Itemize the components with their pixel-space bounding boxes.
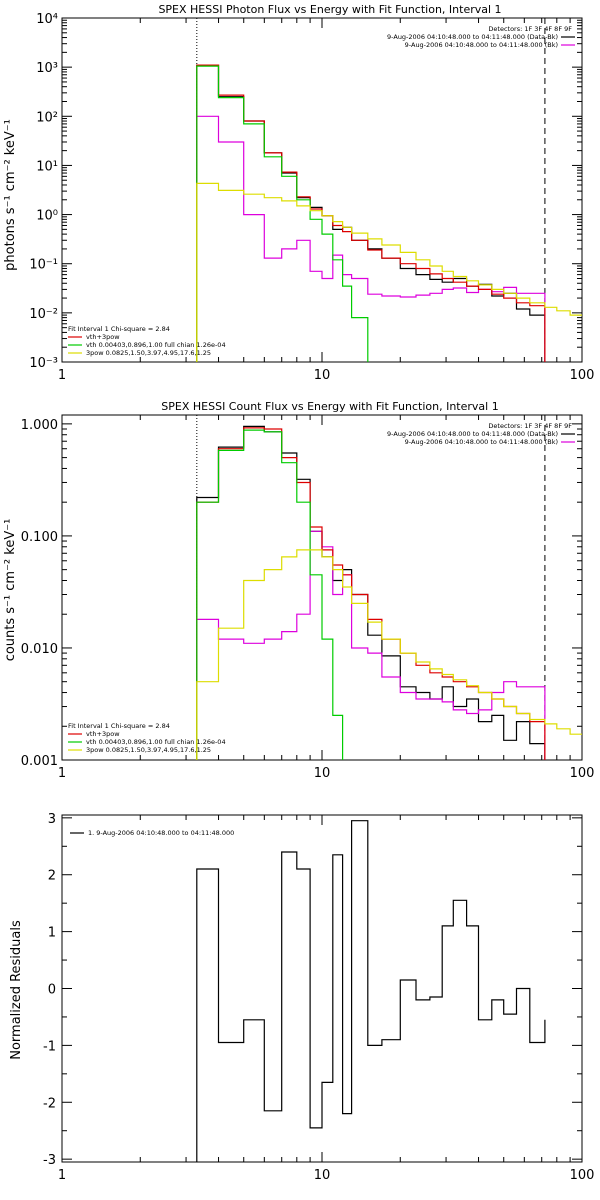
count-flux-legend-vth: vth 0.00403,0.896,1.00 full chian 1.26e-… (86, 738, 226, 746)
count-flux-x-tick-label: 10 (314, 766, 331, 781)
photon-flux-y-tick-label: 10⁻³ (29, 356, 58, 371)
photon-flux-legend-3pow: 3pow 0.0825,1.50,3.97,4.95,17.6,1.25 (86, 349, 211, 357)
count-flux-x-tick-label: 1 (58, 766, 66, 781)
count-flux-legend-bottom-left: Fit Interval 1 Chi-square = 2.84 vth+3po… (68, 722, 226, 754)
residuals-y-label: Normalized Residuals (9, 920, 24, 1060)
count-flux-series-3pow (196, 549, 582, 760)
count-flux-y-tick-label: 0.001 (21, 754, 58, 769)
photon-flux-series-3pow (196, 182, 582, 362)
residuals-y-tick-label: -2 (43, 1096, 56, 1111)
residuals-y-tick-label: 1 (48, 926, 56, 941)
photon-flux-y-tick-label: 10¹ (36, 159, 58, 174)
photon-flux-legend-top-right: Detectors: 1F 3F 4F 8F 9F 9-Aug-2006 04:… (387, 25, 575, 49)
count-flux-series (196, 425, 582, 760)
residuals-y-tick-label: -3 (43, 1153, 56, 1168)
residuals-ticks (61, 815, 583, 1162)
photon-flux-y-tick-label: 10⁰ (36, 209, 58, 224)
count-flux-tick-labels: 1 10 100 0.001 0.010 0.100 1.000 (21, 418, 595, 781)
photon-flux-detectors-label: Detectors: 1F 3F 4F 8F 9F (488, 25, 572, 33)
residuals-series-1-9-aug-2006-04-10-48-000-to-04-11-48-000 (196, 820, 546, 1162)
residuals-x-tick-label: 10 (314, 1168, 331, 1183)
photon-flux-legend-vth-3pow: vth+3pow (86, 333, 120, 341)
count-flux-panel: SPEX HESSI Count Flux vs Energy with Fit… (3, 400, 594, 781)
count-flux-series-bk (196, 530, 546, 760)
photon-flux-title: SPEX HESSI Photon Flux vs Energy with Fi… (158, 3, 501, 16)
count-flux-y-label: counts s⁻¹ cm⁻² keV⁻¹ (3, 519, 18, 662)
photon-flux-legend-bk: 9-Aug-2006 04:10:48.000 to 04:11:48.000 … (405, 41, 558, 49)
photon-flux-y-tick-label: 10³ (36, 61, 58, 76)
count-flux-y-tick-label: 0.010 (21, 642, 58, 657)
photon-flux-y-label: photons s⁻¹ cm⁻² keV⁻¹ (3, 119, 18, 271)
count-flux-legend-data-bk: 9-Aug-2006 04:10:48.000 to 04:11:48.000 … (387, 430, 558, 438)
photon-flux-panel: SPEX HESSI Photon Flux vs Energy with Fi… (3, 3, 594, 383)
count-flux-legend-bk: 9-Aug-2006 04:10:48.000 to 04:11:48.000 … (405, 438, 558, 446)
residuals-x-tick-label: 1 (58, 1168, 66, 1183)
residuals-series (196, 820, 546, 1162)
photon-flux-legend-bottom-left: Fit Interval 1 Chi-square = 2.84 vth+3po… (68, 325, 226, 357)
photon-flux-series-vth (196, 65, 369, 362)
photon-flux-x-tick-label: 100 (570, 368, 595, 383)
photon-flux-y-tick-label: 10⁻² (29, 307, 58, 322)
photon-flux-y-tick-label: 10² (36, 110, 58, 125)
count-flux-detectors-label: Detectors: 1F 3F 4F 8F 9F (488, 422, 572, 430)
photon-flux-series (196, 64, 582, 362)
residuals-panel: Normalized Residuals 1 10 100 -3 -2 -1 0 1 2 3 1.… (9, 812, 594, 1183)
photon-flux-x-tick-label: 10 (314, 368, 331, 383)
count-flux-title: SPEX HESSI Count Flux vs Energy with Fit… (161, 400, 498, 413)
residuals-y-tick-label: 3 (48, 812, 56, 827)
residuals-legend-entry: 1. 9-Aug-2006 04:10:48.000 to 04:11:48.0… (88, 829, 234, 837)
photon-flux-fit-info: Fit Interval 1 Chi-square = 2.84 (68, 325, 170, 333)
count-flux-legend-top-right: Detectors: 1F 3F 4F 8F 9F 9-Aug-2006 04:… (387, 422, 575, 446)
count-flux-y-tick-label: 0.100 (21, 530, 58, 545)
residuals-y-tick-label: 0 (48, 983, 56, 998)
residuals-y-tick-label: 2 (48, 869, 56, 884)
residuals-x-tick-label: 100 (570, 1168, 595, 1183)
photon-flux-series-vth-3pow (196, 64, 546, 362)
photon-flux-x-tick-label: 1 (58, 368, 66, 383)
count-flux-y-tick-label: 1.000 (21, 418, 58, 433)
photon-flux-y-tick-label: 10⁴ (36, 12, 58, 27)
count-flux-x-tick-label: 100 (570, 766, 595, 781)
count-flux-series-vth (196, 429, 344, 760)
count-flux-legend-vth-3pow: vth+3pow (86, 730, 120, 738)
photon-flux-y-tick-label: 10⁻¹ (29, 258, 58, 273)
photon-flux-legend-data-bk: 9-Aug-2006 04:10:48.000 to 04:11:48.000 … (387, 33, 558, 41)
count-flux-fit-info: Fit Interval 1 Chi-square = 2.84 (68, 722, 170, 730)
photon-flux-legend-vth: vth 0.00403,0.896,1.00 full chian 1.26e-… (86, 341, 226, 349)
photon-flux-tick-labels: 1 10 100 10⁻³ 10⁻² 10⁻¹ 10⁰ 10¹ 10² 10³ 10⁴ (29, 12, 594, 383)
count-flux-ticks (61, 415, 583, 761)
residuals-y-tick-label: -1 (43, 1039, 56, 1054)
photon-flux-ticks (61, 17, 583, 363)
count-flux-legend-3pow: 3pow 0.0825,1.50,3.97,4.95,17.6,1.25 (86, 746, 211, 754)
residuals-tick-labels: 1 10 100 -3 -2 -1 0 1 2 3 (43, 812, 594, 1183)
count-flux-range-markers (196, 415, 546, 760)
residuals-legend: 1. 9-Aug-2006 04:10:48.000 to 04:11:48.0… (70, 829, 234, 837)
